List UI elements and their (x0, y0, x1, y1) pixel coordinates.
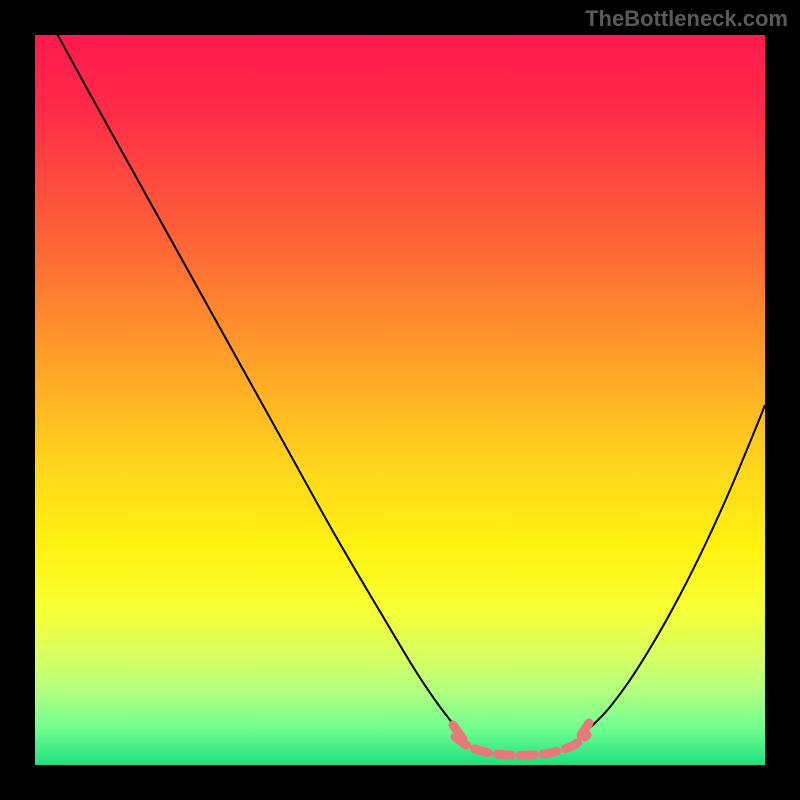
plot-area (35, 35, 765, 765)
bottom-optimal-segment (455, 735, 587, 755)
curve-overlay (35, 35, 765, 765)
right-curve (585, 405, 765, 732)
left-curve (55, 35, 460, 732)
chart-container: TheBottleneck.com (0, 0, 800, 800)
watermark-text: TheBottleneck.com (585, 6, 788, 32)
